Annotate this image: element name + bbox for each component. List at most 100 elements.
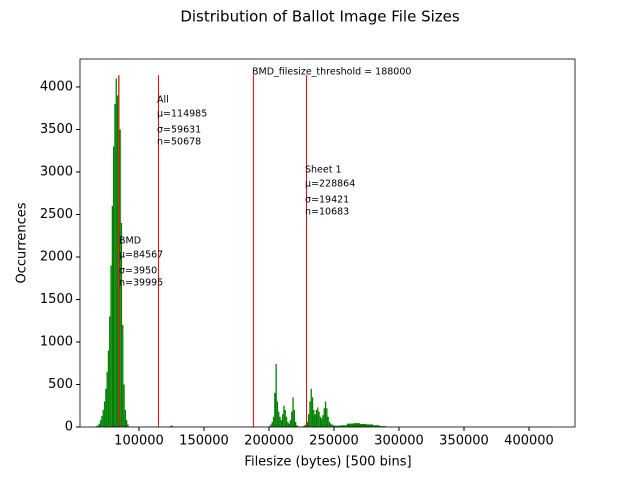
bar: [327, 416, 329, 427]
x-tick-label: 200000: [244, 434, 294, 449]
bar: [119, 129, 121, 428]
x-tick-label: 350000: [439, 434, 489, 449]
annotation: All: [157, 95, 169, 106]
bar: [269, 426, 271, 427]
bar: [97, 425, 99, 427]
bar: [306, 421, 309, 427]
bar: [330, 423, 332, 427]
bar: [304, 425, 306, 427]
bar: [123, 384, 125, 427]
bar: [317, 407, 319, 427]
bar: [120, 222, 123, 427]
bar: [275, 364, 277, 427]
bar: [315, 409, 318, 427]
bar: [340, 425, 347, 427]
bar: [379, 426, 386, 427]
bar: [276, 401, 279, 427]
bar: [100, 420, 102, 427]
bar: [334, 425, 341, 427]
bar: [270, 424, 272, 427]
x-tick-label: 250000: [309, 434, 359, 449]
annotation: BMD: [119, 236, 141, 247]
bar: [101, 415, 103, 427]
bar: [313, 409, 315, 427]
bar: [346, 423, 354, 427]
annotation: σ=59631: [157, 125, 201, 136]
annotation: n=10683: [305, 207, 349, 218]
annotation: μ=84567: [119, 250, 163, 261]
bar: [110, 265, 112, 427]
x-axis-label: Filesize (bytes) [500 bins]: [244, 455, 411, 470]
y-tick-label: 0: [65, 420, 73, 435]
y-tick-label: 500: [48, 377, 73, 392]
x-tick-label: 100000: [114, 434, 164, 449]
bar: [302, 426, 305, 427]
bar: [98, 423, 101, 427]
chart-title: Distribution of Ballot Image File Sizes: [180, 8, 460, 26]
bar: [311, 397, 314, 427]
bar: [124, 409, 127, 427]
bar: [293, 409, 296, 427]
y-tick-label: 2500: [40, 207, 73, 222]
bar: [282, 414, 284, 427]
bar: [284, 409, 286, 427]
bar: [310, 388, 312, 427]
bar: [96, 426, 98, 427]
plot-frame: [79, 58, 576, 428]
bar: [274, 392, 276, 427]
annotation: σ=3950: [119, 266, 157, 277]
bar: [372, 425, 380, 427]
bar: [111, 205, 114, 427]
bar: [324, 401, 327, 427]
y-tick-label: 1500: [40, 292, 73, 307]
bar: [297, 426, 299, 427]
bar: [318, 411, 320, 427]
bar: [328, 421, 331, 427]
bar: [359, 424, 367, 427]
bar: [308, 414, 310, 427]
y-tick-label: 1000: [40, 334, 73, 349]
bar: [106, 371, 108, 427]
y-tick-label: 2000: [40, 249, 73, 264]
bar: [170, 425, 173, 427]
annotation: σ=19421: [305, 195, 349, 206]
bar: [278, 411, 280, 427]
bar: [314, 414, 316, 427]
bar: [122, 324, 124, 427]
y-tick-label: 3500: [40, 122, 73, 137]
bar: [353, 423, 360, 427]
bar: [280, 420, 283, 427]
bar: [287, 421, 289, 427]
bar: [323, 408, 325, 427]
bar: [271, 421, 273, 427]
bar: [285, 416, 288, 427]
bar: [109, 316, 111, 427]
annotation: Sheet 1: [305, 165, 342, 176]
bar: [331, 424, 333, 427]
bar: [116, 95, 119, 427]
bar: [332, 425, 334, 427]
bar: [291, 411, 293, 427]
bar: [105, 388, 107, 427]
y-tick-label: 4000: [40, 79, 73, 94]
bar: [326, 408, 328, 427]
annotation: μ=114985: [157, 109, 207, 120]
bar: [127, 424, 129, 427]
bar: [289, 420, 292, 427]
annotation: n=50678: [157, 137, 201, 148]
x-tick-label: 400000: [504, 434, 554, 449]
bar: [366, 424, 373, 427]
x-tick-label: 300000: [374, 434, 424, 449]
y-tick-label: 3000: [40, 164, 73, 179]
bar: [114, 103, 116, 428]
x-tick-label: 150000: [179, 434, 229, 449]
bar: [283, 405, 285, 427]
bar: [279, 416, 281, 427]
bar: [288, 423, 290, 427]
bar: [319, 416, 321, 427]
bar: [126, 420, 128, 427]
annotation: n=39995: [119, 278, 163, 289]
bar: [309, 401, 311, 427]
